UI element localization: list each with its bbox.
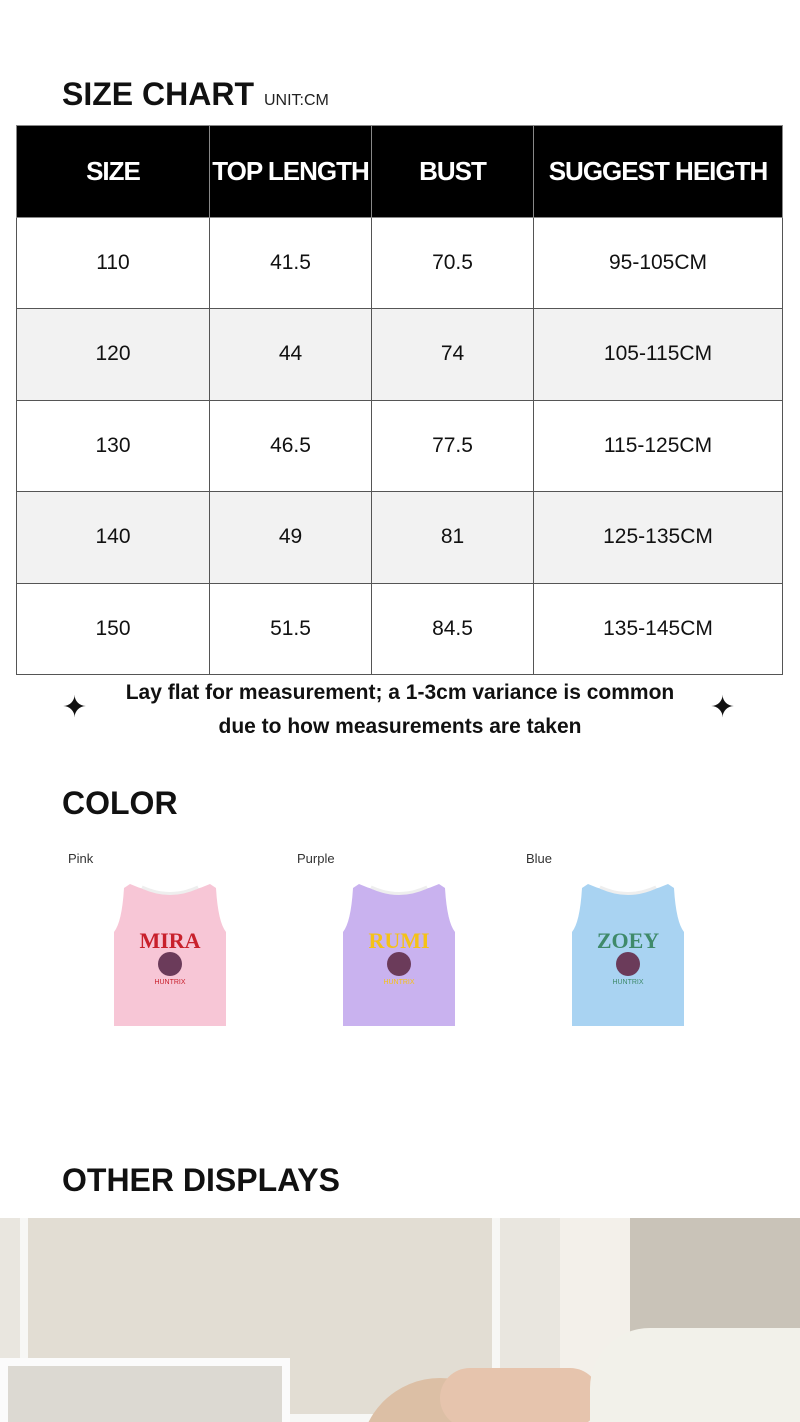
color-label: Purple <box>297 851 335 866</box>
header-top-length: TOP LENGTH <box>209 125 372 218</box>
table-cell: 95-105CM <box>533 216 783 309</box>
measurement-note: Lay flat for measurement; a 1-3cm varian… <box>125 681 675 738</box>
table-cell: 46.5 <box>209 399 372 492</box>
table-cell: 70.5 <box>371 216 534 309</box>
sleeve <box>590 1328 800 1422</box>
character-face <box>616 952 640 976</box>
table-cell: 51.5 <box>209 582 372 675</box>
tank-top-image[interactable]: MIRA HUNTRIX <box>112 882 228 1028</box>
table-row: 110 41.5 70.5 95-105CM <box>16 216 783 309</box>
table-cell: 41.5 <box>209 216 372 309</box>
table-cell: 74 <box>371 308 534 401</box>
color-label: Pink <box>68 851 94 866</box>
table-row: 140 49 81 125-135CM <box>16 491 783 584</box>
table-cell: 135-145CM <box>533 582 783 675</box>
hand <box>440 1368 600 1422</box>
collar <box>141 885 199 895</box>
other-displays-title: OTHER DISPLAYS <box>62 1162 340 1198</box>
sparkle-icon: ✦ <box>62 691 88 724</box>
table-cell: 84.5 <box>371 582 534 675</box>
table-cell: 49 <box>209 491 372 584</box>
size-chart-table: SIZE TOP LENGTH BUST SUGGEST HEIGTH 110 4… <box>16 125 783 675</box>
table-cell: 125-135CM <box>533 491 783 584</box>
table-cell: 140 <box>16 491 210 584</box>
shirt-print-brand: HUNTRIX <box>383 979 414 986</box>
character-face <box>387 952 411 976</box>
size-chart-title: SIZE CHART UNIT:CM <box>62 76 329 112</box>
collar <box>370 885 428 895</box>
table-cell: 120 <box>16 308 210 401</box>
table-cell: 77.5 <box>371 399 534 492</box>
unit-label: UNIT:CM <box>264 92 329 109</box>
display-photo <box>0 1218 800 1422</box>
sparkle-icon: ✦ <box>710 691 736 724</box>
header-suggest-height: SUGGEST HEIGTH <box>533 125 783 218</box>
header-bust: BUST <box>371 125 534 218</box>
table-row: 150 51.5 84.5 135-145CM <box>16 582 783 675</box>
table-cell: 115-125CM <box>533 399 783 492</box>
table-row: 130 46.5 77.5 115-125CM <box>16 399 783 492</box>
color-title: COLOR <box>62 785 178 821</box>
header-size: SIZE <box>16 125 210 218</box>
table-cell: 44 <box>209 308 372 401</box>
color-label: Blue <box>526 851 553 866</box>
frame <box>0 1358 290 1422</box>
shirt-print-name: MIRA <box>139 928 200 953</box>
tank-top-image[interactable]: ZOEY HUNTRIX <box>570 882 686 1028</box>
tank-top-image[interactable]: RUMI HUNTRIX <box>341 882 457 1028</box>
shirt-print-name: ZOEY <box>597 928 659 953</box>
collar <box>599 885 657 895</box>
shirt-print-brand: HUNTRIX <box>612 979 643 986</box>
table-cell: 105-115CM <box>533 308 783 401</box>
table-row: 120 44 74 105-115CM <box>16 308 783 401</box>
character-face <box>158 952 182 976</box>
table-cell: 110 <box>16 216 210 309</box>
shirt-print-name: RUMI <box>368 928 429 953</box>
table-cell: 150 <box>16 582 210 675</box>
table-cell: 130 <box>16 399 210 492</box>
shirt-print-brand: HUNTRIX <box>154 979 185 986</box>
table-cell: 81 <box>371 491 534 584</box>
